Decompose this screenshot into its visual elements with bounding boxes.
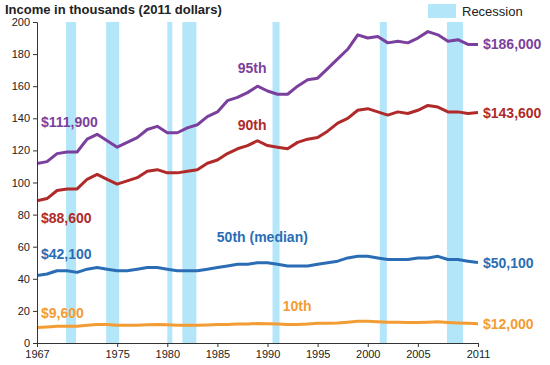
value-annotation: $9,600 xyxy=(41,305,84,321)
x-axis: 1967 1975 1980 1985 1990 1995 2000 2005 2011 xyxy=(25,343,490,360)
recession-band xyxy=(447,22,463,343)
recession-band xyxy=(167,22,172,343)
y-tick-label: 140 xyxy=(12,112,30,124)
x-tick-label: 1975 xyxy=(105,348,129,360)
y-tick-mark xyxy=(33,54,37,55)
chart: 1967 1975 1980 1985 1990 1995 2000 2005 2011 0 20 4… xyxy=(0,0,550,365)
y-tick-label: 200 xyxy=(12,16,30,28)
value-annotation: $111,900 xyxy=(41,114,98,130)
x-tick-mark xyxy=(167,343,168,347)
x-tick: 2011 xyxy=(467,343,491,360)
y-tick: 0 xyxy=(24,337,37,349)
x-tick-mark xyxy=(478,343,479,347)
legend-swatch xyxy=(428,4,456,18)
x-tick: 2005 xyxy=(406,343,430,360)
x-tick: 1990 xyxy=(256,343,280,360)
x-tick: 1995 xyxy=(306,343,330,360)
x-tick-label: 1985 xyxy=(206,348,230,360)
y-tick: 180 xyxy=(12,48,37,60)
x-tick-label: 2011 xyxy=(467,348,491,360)
y-tick-label: 80 xyxy=(18,209,30,221)
y-tick-label: 0 xyxy=(24,337,30,349)
y-tick: 140 xyxy=(12,112,37,124)
plot-area xyxy=(37,22,478,343)
y-tick-mark xyxy=(33,311,37,312)
series-label: 95th xyxy=(238,60,267,76)
x-tick: 1985 xyxy=(206,343,230,360)
series-label: 90th xyxy=(238,117,267,133)
chart-title: Income in thousands (2011 dollars) xyxy=(5,2,222,17)
x-axis-line xyxy=(38,344,479,348)
series-line xyxy=(37,105,478,200)
legend: Recession xyxy=(428,4,523,19)
y-tick: 20 xyxy=(18,305,37,317)
y-tick: 80 xyxy=(18,209,37,221)
y-tick-label: 60 xyxy=(18,241,30,253)
x-tick: 1975 xyxy=(105,343,129,360)
y-tick: 40 xyxy=(18,273,37,285)
y-tick-mark xyxy=(33,279,37,280)
y-tick-mark xyxy=(33,118,37,119)
value-annotation: $12,000 xyxy=(483,316,534,332)
x-tick-label: 1967 xyxy=(25,348,49,360)
x-tick-mark xyxy=(117,343,118,347)
y-tick: 160 xyxy=(12,80,37,92)
value-annotation: $50,100 xyxy=(483,255,534,271)
x-tick: 2000 xyxy=(356,343,380,360)
value-annotation: $88,600 xyxy=(41,210,92,226)
x-tick-label: 1995 xyxy=(306,348,330,360)
x-tick-label: 1990 xyxy=(256,348,280,360)
y-tick-mark xyxy=(33,22,37,23)
y-tick-mark xyxy=(33,215,37,216)
x-tick-mark xyxy=(217,343,218,347)
series-line xyxy=(37,256,478,275)
y-tick-label: 40 xyxy=(18,273,30,285)
x-tick-mark xyxy=(318,343,319,347)
series-line xyxy=(37,32,478,164)
recession-band xyxy=(380,22,387,343)
y-tick: 60 xyxy=(18,241,37,253)
value-annotation: $143,600 xyxy=(483,105,542,121)
y-tick-mark xyxy=(33,247,37,248)
y-tick: 100 xyxy=(12,177,37,189)
x-tick-label: 1980 xyxy=(156,348,180,360)
y-tick-label: 100 xyxy=(12,177,30,189)
y-tick-mark xyxy=(33,150,37,151)
y-tick: 200 xyxy=(12,16,37,28)
series-label: 10th xyxy=(283,298,312,314)
y-tick-mark xyxy=(33,343,37,344)
x-tick-mark xyxy=(268,343,269,347)
annotations: $111,900 $88,600 $42,100 $9,600 $186,000 $143… xyxy=(41,36,542,331)
y-tick-mark xyxy=(33,183,37,184)
x-tick: 1980 xyxy=(156,343,180,360)
value-annotation: $186,000 xyxy=(483,36,542,52)
y-axis: 0 20 40 60 80 100 120 140 160 180 200 xyxy=(12,16,38,349)
y-tick-label: 160 xyxy=(12,80,30,92)
y-tick-label: 20 xyxy=(18,305,30,317)
recession-band xyxy=(66,22,76,343)
x-tick-label: 2000 xyxy=(356,348,380,360)
recession-band xyxy=(273,22,280,343)
y-axis-line xyxy=(33,23,38,344)
y-tick-mark xyxy=(33,86,37,87)
series-label: 50th (median) xyxy=(217,229,308,245)
x-tick-mark xyxy=(368,343,369,347)
y-tick-label: 180 xyxy=(12,48,30,60)
series-line xyxy=(37,321,478,327)
x-tick-mark xyxy=(418,343,419,347)
y-tick: 120 xyxy=(12,144,37,156)
series-labels: 95th 90th 50th (median) 10th xyxy=(217,60,312,314)
legend-label: Recession xyxy=(462,4,523,19)
recession-band xyxy=(182,22,196,343)
x-tick-label: 2005 xyxy=(406,348,430,360)
y-tick-label: 120 xyxy=(12,144,30,156)
value-annotation: $42,100 xyxy=(41,246,92,262)
